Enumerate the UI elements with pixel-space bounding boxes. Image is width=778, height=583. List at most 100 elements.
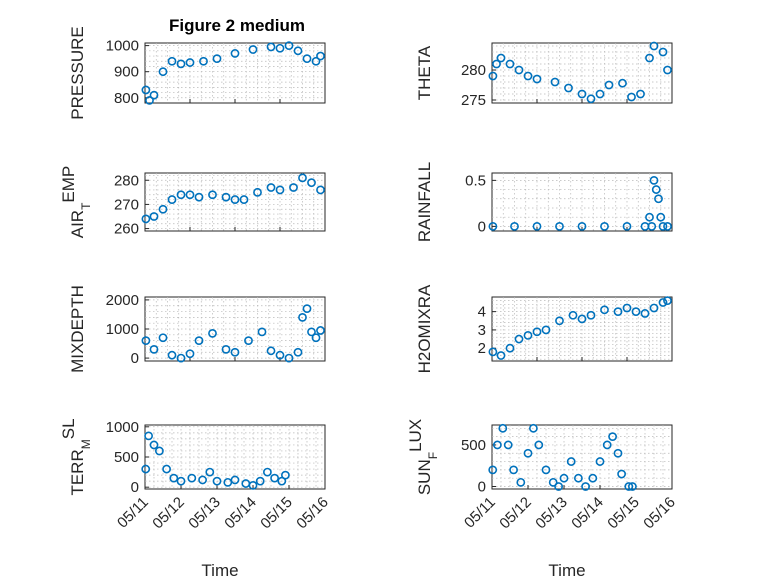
- y-axis-label-main: RAINFALL: [415, 162, 434, 242]
- data-point: [534, 440, 544, 450]
- data-point: [649, 175, 659, 185]
- data-point: [141, 214, 151, 224]
- data-point: [208, 190, 217, 200]
- x-tick-label: 05/16: [640, 494, 679, 533]
- data-point: [658, 47, 668, 57]
- data-point: [311, 333, 321, 343]
- data-point: [158, 67, 168, 77]
- data-point: [293, 46, 303, 56]
- data-point: [198, 475, 207, 485]
- y-tick-label: 500: [461, 437, 486, 454]
- data-point: [302, 304, 312, 314]
- data-point: [566, 457, 576, 466]
- data-point: [169, 473, 179, 483]
- data-point: [149, 212, 159, 221]
- y-tick-label: 1000: [106, 38, 139, 55]
- data-point: [577, 221, 587, 231]
- data-point: [167, 56, 177, 66]
- data-point: [141, 336, 151, 346]
- x-tick-label: 05/15: [604, 494, 643, 533]
- data-point: [205, 467, 215, 477]
- data-point: [514, 334, 524, 344]
- data-point: [298, 312, 307, 322]
- data-point: [505, 343, 515, 353]
- data-point: [141, 464, 151, 474]
- data-point: [514, 65, 524, 75]
- data-point: [275, 185, 285, 195]
- data-point: [141, 85, 151, 95]
- data-point: [176, 59, 186, 69]
- y-axis-label-main: SUN: [415, 459, 434, 495]
- data-point: [199, 56, 208, 66]
- data-point: [555, 316, 564, 326]
- data-point: [503, 440, 513, 450]
- subplot-4: 0 0.5 RAINFALL: [415, 162, 673, 242]
- x-tick-label: 05/15: [257, 494, 296, 533]
- y-tick-label: 2: [478, 340, 486, 357]
- y-axis-label-main: PRESSURE: [68, 26, 87, 120]
- data-point: [663, 221, 672, 231]
- y-tick-label: 0: [131, 350, 139, 367]
- data-point: [298, 173, 307, 183]
- x-tick-label: 05/14: [221, 494, 260, 533]
- y-tick-label: 3: [478, 322, 486, 339]
- data-point: [316, 51, 325, 61]
- x-tick-label: 05/11: [461, 494, 499, 532]
- y-tick-label: 1000: [106, 419, 139, 436]
- data-point: [559, 473, 569, 483]
- data-point: [541, 325, 551, 335]
- data-point: [516, 477, 526, 487]
- data-point: [523, 71, 533, 81]
- data-point: [307, 178, 316, 188]
- subplot-6: 234 H2OMIXRA: [415, 284, 673, 373]
- data-point: [176, 190, 186, 200]
- y-tick-label: 270: [114, 196, 139, 213]
- data-point: [162, 464, 171, 474]
- data-point: [266, 183, 276, 192]
- y-axis-label: THETA: [415, 45, 434, 100]
- data-point: [244, 336, 253, 346]
- data-point: [532, 74, 542, 84]
- data-point: [266, 346, 276, 356]
- data-point: [647, 221, 657, 231]
- data-point: [548, 477, 558, 487]
- data-point: [221, 192, 231, 202]
- data-point: [568, 310, 578, 320]
- y-tick-label: 260: [114, 221, 139, 238]
- data-point: [185, 58, 195, 67]
- data-point: [532, 327, 542, 337]
- data-point: [230, 195, 240, 204]
- data-point: [284, 353, 294, 363]
- data-point: [149, 90, 159, 100]
- data-point: [187, 473, 197, 483]
- y-tick-label: 800: [114, 90, 139, 107]
- data-point: [622, 303, 632, 313]
- data-point: [663, 65, 672, 75]
- data-point: [275, 43, 285, 53]
- data-point: [663, 296, 672, 306]
- y-axis-label: PRESSURE: [68, 26, 87, 120]
- data-point: [212, 54, 222, 64]
- y-tick-label: 4: [478, 304, 486, 321]
- subplot-2: 275 280 THETA: [415, 41, 673, 109]
- data-point: [586, 310, 596, 320]
- data-point: [640, 309, 650, 318]
- y-axis-label-tail: SL: [59, 418, 78, 439]
- data-point: [262, 467, 272, 477]
- data-point: [270, 473, 279, 483]
- data-point: [613, 448, 623, 458]
- chart-title: Figure 2 medium: [169, 16, 305, 35]
- data-point: [293, 347, 303, 357]
- data-point: [523, 448, 533, 458]
- data-point: [230, 475, 240, 485]
- data-point: [645, 212, 654, 222]
- data-point: [595, 89, 605, 99]
- data-point: [289, 183, 298, 192]
- data-point: [496, 351, 506, 360]
- y-tick-label: 280: [461, 62, 486, 79]
- data-point: [618, 78, 627, 88]
- data-point: [194, 192, 204, 202]
- data-point: [167, 195, 177, 204]
- data-point: [510, 221, 519, 231]
